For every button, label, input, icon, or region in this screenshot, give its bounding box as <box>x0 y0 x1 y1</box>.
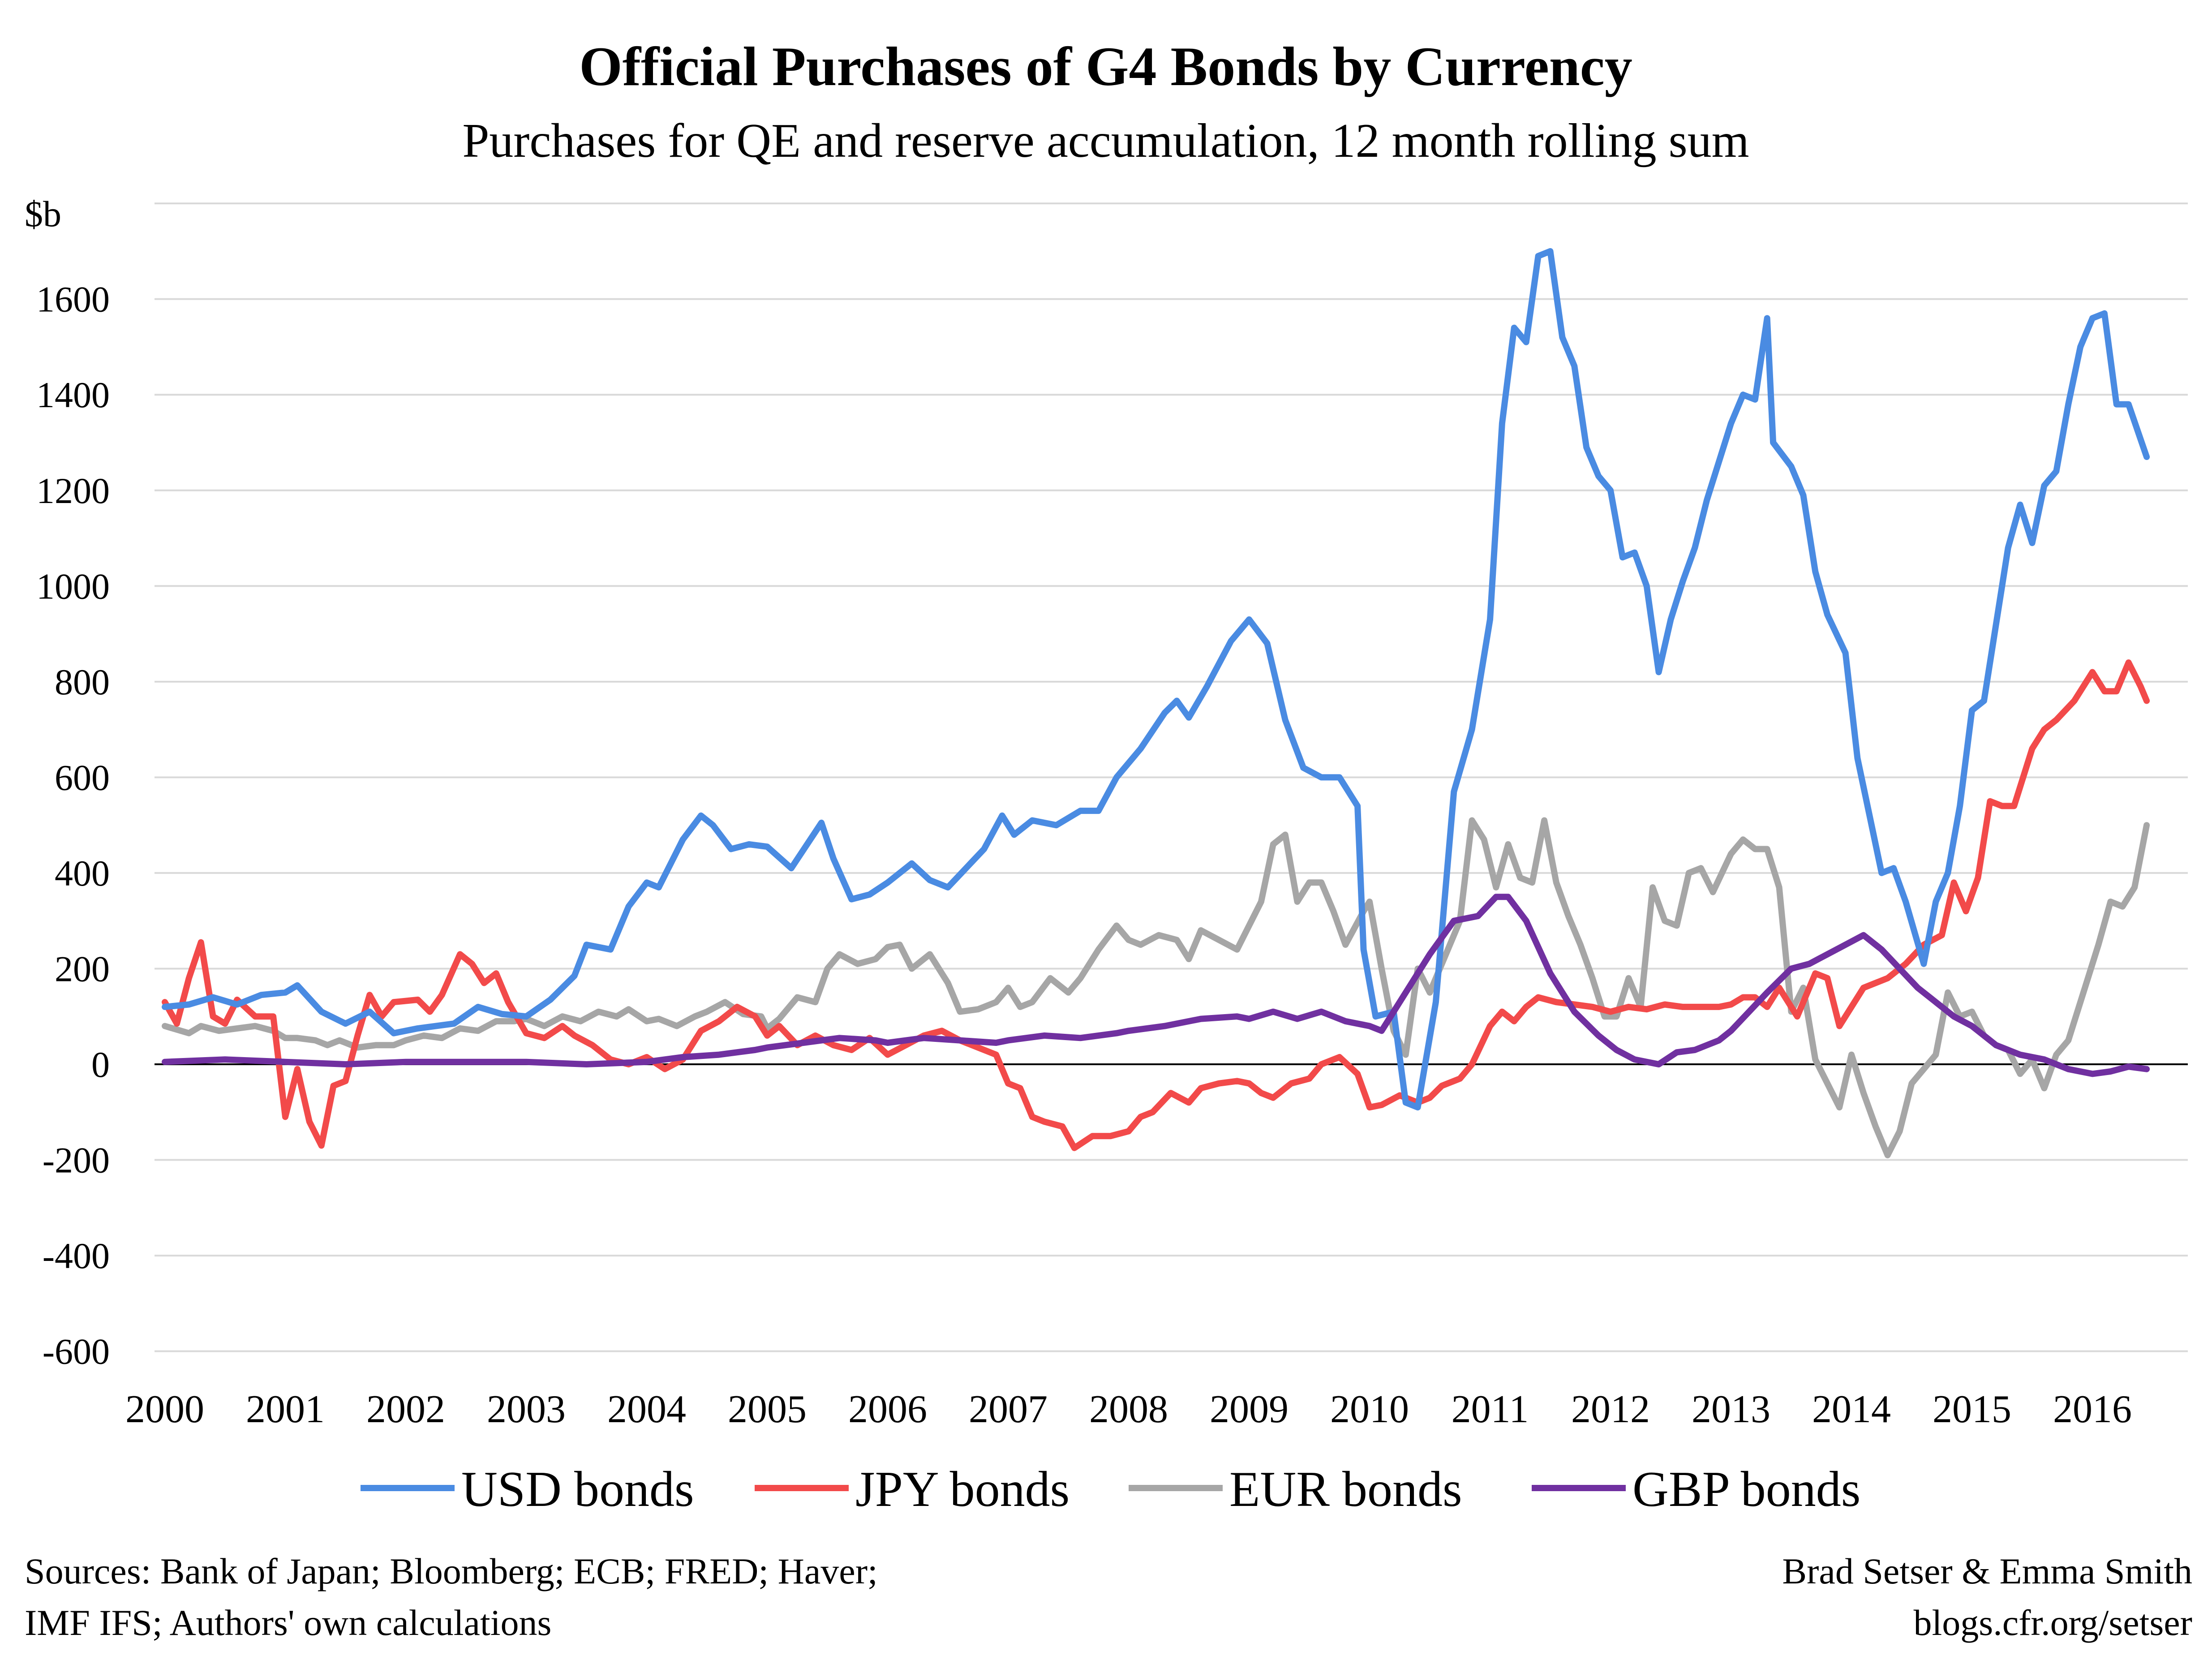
legend-label-gbp: GBP bonds <box>1632 1462 1860 1517</box>
chart-title: Official Purchases of G4 Bonds by Curren… <box>579 36 1632 97</box>
x-tick-label: 2012 <box>1571 1388 1650 1431</box>
y-axis-unit-label: $b <box>25 194 61 234</box>
y-tick-label: 200 <box>55 948 110 989</box>
x-tick-label: 2007 <box>969 1388 1048 1431</box>
legend-label-eur: EUR bonds <box>1229 1462 1462 1517</box>
y-tick-label: 1400 <box>36 374 110 415</box>
source-note-line-2: IMF IFS; Authors' own calculations <box>25 1602 551 1643</box>
x-tick-label: 2002 <box>366 1388 445 1431</box>
x-tick-label: 2004 <box>607 1388 686 1431</box>
x-tick-label: 2011 <box>1452 1388 1529 1431</box>
x-tick-label: 2001 <box>246 1388 325 1431</box>
x-tick-label: 2006 <box>848 1388 927 1431</box>
x-tick-label: 2015 <box>1933 1388 2011 1431</box>
credit-website: blogs.cfr.org/setser <box>1914 1602 2193 1643</box>
y-tick-label: -200 <box>43 1140 110 1181</box>
y-tick-label: 600 <box>55 757 110 798</box>
y-tick-label: -600 <box>43 1331 110 1372</box>
x-tick-label: 2000 <box>125 1388 204 1431</box>
y-tick-label: -400 <box>43 1235 110 1276</box>
legend-label-jpy: JPY bonds <box>855 1462 1069 1517</box>
x-tick-label: 2016 <box>2053 1388 2132 1431</box>
series-lines <box>162 248 2150 1158</box>
x-axis-ticks: 2000 2001 2002 2003 2004 2005 2006 2007 2008 2009… <box>125 1388 2132 1431</box>
credit-authors: Brad Setser & Emma Smith <box>1782 1551 2192 1591</box>
y-tick-label: 0 <box>91 1044 110 1085</box>
x-tick-label: 2003 <box>487 1388 566 1431</box>
chart-subtitle: Purchases for QE and reserve accumulatio… <box>462 114 1749 168</box>
y-tick-label: 400 <box>55 853 110 894</box>
x-tick-label: 2008 <box>1089 1388 1168 1431</box>
y-axis-ticks: -600 -400 -200 0 200 400 600 800 1000 1200 1400 160… <box>36 279 110 1372</box>
y-tick-label: 1200 <box>36 470 110 511</box>
legend: USD bonds JPY bonds EUR bonds GBP bonds <box>361 1462 1860 1517</box>
series-line-eur <box>162 817 2150 1158</box>
x-tick-label: 2005 <box>728 1388 807 1431</box>
x-tick-label: 2009 <box>1210 1388 1289 1431</box>
source-note-line-1: Sources: Bank of Japan; Bloomberg; ECB; … <box>25 1551 878 1591</box>
series-line-usd <box>162 248 2150 1111</box>
y-tick-label: 1600 <box>36 279 110 320</box>
y-tick-label: 1000 <box>36 566 110 606</box>
legend-label-usd: USD bonds <box>461 1462 694 1517</box>
series-line-jpy <box>162 659 2150 1151</box>
gridlines <box>155 202 2188 1352</box>
x-tick-label: 2014 <box>1812 1388 1891 1431</box>
y-tick-label: 800 <box>55 662 110 702</box>
x-tick-label: 2010 <box>1330 1388 1409 1431</box>
x-tick-label: 2013 <box>1692 1388 1770 1431</box>
series-line-gbp <box>162 894 2150 1077</box>
